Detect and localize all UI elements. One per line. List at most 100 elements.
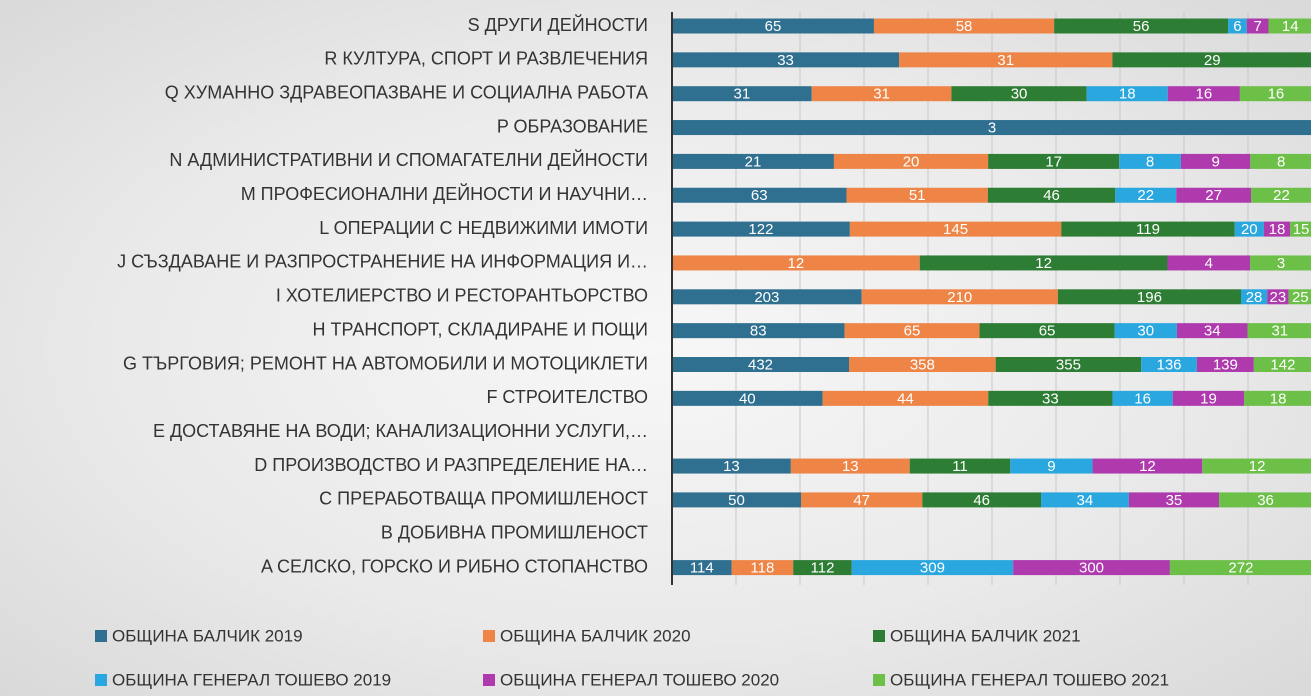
bar-segment [672,492,802,508]
bar-segment [1176,187,1252,203]
bar-segment [1112,52,1311,68]
legend-label: ОБЩИНА ГЕНЕРАЛ ТОШЕВО 2019 [112,670,391,689]
category-label: A СЕЛСКО, ГОРСКО И РИБНО СТОПАНСТВО [261,556,648,576]
data-label: 122 [748,221,773,238]
category-label: R КУЛТУРА, СПОРТ И РАЗВЛЕЧЕНИЯ [324,49,648,69]
data-label: 31 [734,86,751,103]
bar-segment [1244,390,1311,406]
data-label: 22 [1137,187,1154,204]
data-label: 142 [1270,356,1295,373]
data-label: 23 [1270,289,1287,306]
legend-swatch [873,630,885,642]
data-label: 18 [1269,221,1286,238]
bar-segment [849,357,996,372]
data-label: 4 [1205,255,1213,272]
category-label: Q ХУМАННО ЗДРАВЕОПАЗВАНЕ И СОЦИАЛНА РАБО… [165,82,648,102]
data-label: 34 [1077,492,1094,509]
bar-segment [672,323,845,339]
data-label: 16 [1195,86,1212,103]
bar-segment [1176,323,1248,339]
category-label: F СТРОИТЕЛСТВО [486,387,648,407]
legend-swatch [95,674,107,686]
data-label: 22 [1273,187,1290,204]
legend-label: ОБЩИНА БАЛЧИК 2021 [890,626,1081,645]
bar-segment [1239,86,1311,102]
data-label: 16 [1268,86,1285,103]
bar-segment [1169,560,1311,576]
data-label: 300 [1079,560,1104,577]
data-label: 7 [1253,18,1261,35]
bar-segment [861,289,1058,305]
bar-segment [1061,221,1235,237]
data-label: 3 [988,120,996,137]
data-label: 46 [973,492,990,509]
data-label: 35 [1166,492,1183,509]
data-label: 114 [690,560,714,577]
bar-segment [988,390,1113,406]
data-label: 17 [1045,153,1062,170]
bar-segment [979,323,1115,339]
bar-segment [672,187,847,203]
bar-segment [672,52,900,68]
data-label: 33 [777,52,794,69]
data-label: 65 [1039,323,1056,340]
bar-segment [833,153,989,169]
bar-segment [1172,390,1245,406]
data-label: 6 [1233,18,1241,35]
bar-segment [672,458,791,474]
bar-segment [1054,18,1229,34]
data-label: 30 [1137,323,1154,340]
data-label: 28 [1246,289,1263,306]
data-label: 145 [943,221,968,238]
data-label: 13 [842,458,859,475]
bar-segment [672,153,834,169]
bar-segment [988,153,1120,169]
data-label: 9 [1211,153,1219,170]
bar-segment [1267,289,1289,305]
data-label: 12 [1249,458,1266,475]
bar-segment [822,390,989,406]
bar-segment [873,18,1055,34]
bar-segment [672,390,823,406]
data-label: 203 [754,289,779,306]
bar-segment [1041,492,1129,508]
data-label: 25 [1292,289,1309,306]
bar-segment [919,255,1168,271]
bar-segment [851,560,1014,576]
bar-segment [672,120,1311,136]
data-label: 20 [1241,221,1258,238]
data-label: 20 [903,153,920,170]
data-label: 18 [1119,86,1136,103]
category-label: P ОБРАЗОВАНИЕ [497,116,648,136]
data-label: 139 [1213,356,1238,373]
data-label: 58 [956,18,973,35]
bar-segment [793,560,852,576]
bar-segment [1290,221,1311,237]
category-label: L ОПЕРАЦИИ С НЕДВИЖИМИ ИМОТИ [319,218,648,238]
data-label: 33 [1042,390,1059,407]
bar-segment [1219,492,1311,508]
data-label: 50 [728,492,745,509]
category-label: G ТЪРГОВИЯ; РЕМОНТ НА АВТОМОБИЛИ И МОТОЦ… [123,353,648,373]
category-label: D ПРОИЗВОДСТВО И РАЗПРЕДЕЛЕНИЕ НА… [254,455,648,475]
data-label: 119 [1136,221,1160,238]
bar-segment [1240,289,1268,305]
legend-label: ОБЩИНА БАЛЧИК 2020 [500,626,691,645]
data-label: 11 [952,458,968,475]
category-label: H ТРАНСПОРТ, СКЛАДИРАНЕ И ПОЩИ [313,319,648,339]
data-label: 12 [1035,255,1052,272]
data-label: 432 [748,356,773,373]
bar-segment [1251,187,1311,203]
bar-segment [790,458,910,474]
data-label: 196 [1137,289,1162,306]
data-label: 358 [910,356,935,373]
data-label: 51 [909,187,926,204]
legend-label: ОБЩИНА ГЕНЕРАЛ ТОШЕВО 2021 [890,670,1169,689]
data-label: 355 [1056,356,1081,373]
data-label: 8 [1277,153,1285,170]
bar-segment [1119,153,1181,169]
legend-swatch [873,674,885,686]
data-label: 136 [1156,356,1181,373]
bar-segment [1112,390,1173,406]
